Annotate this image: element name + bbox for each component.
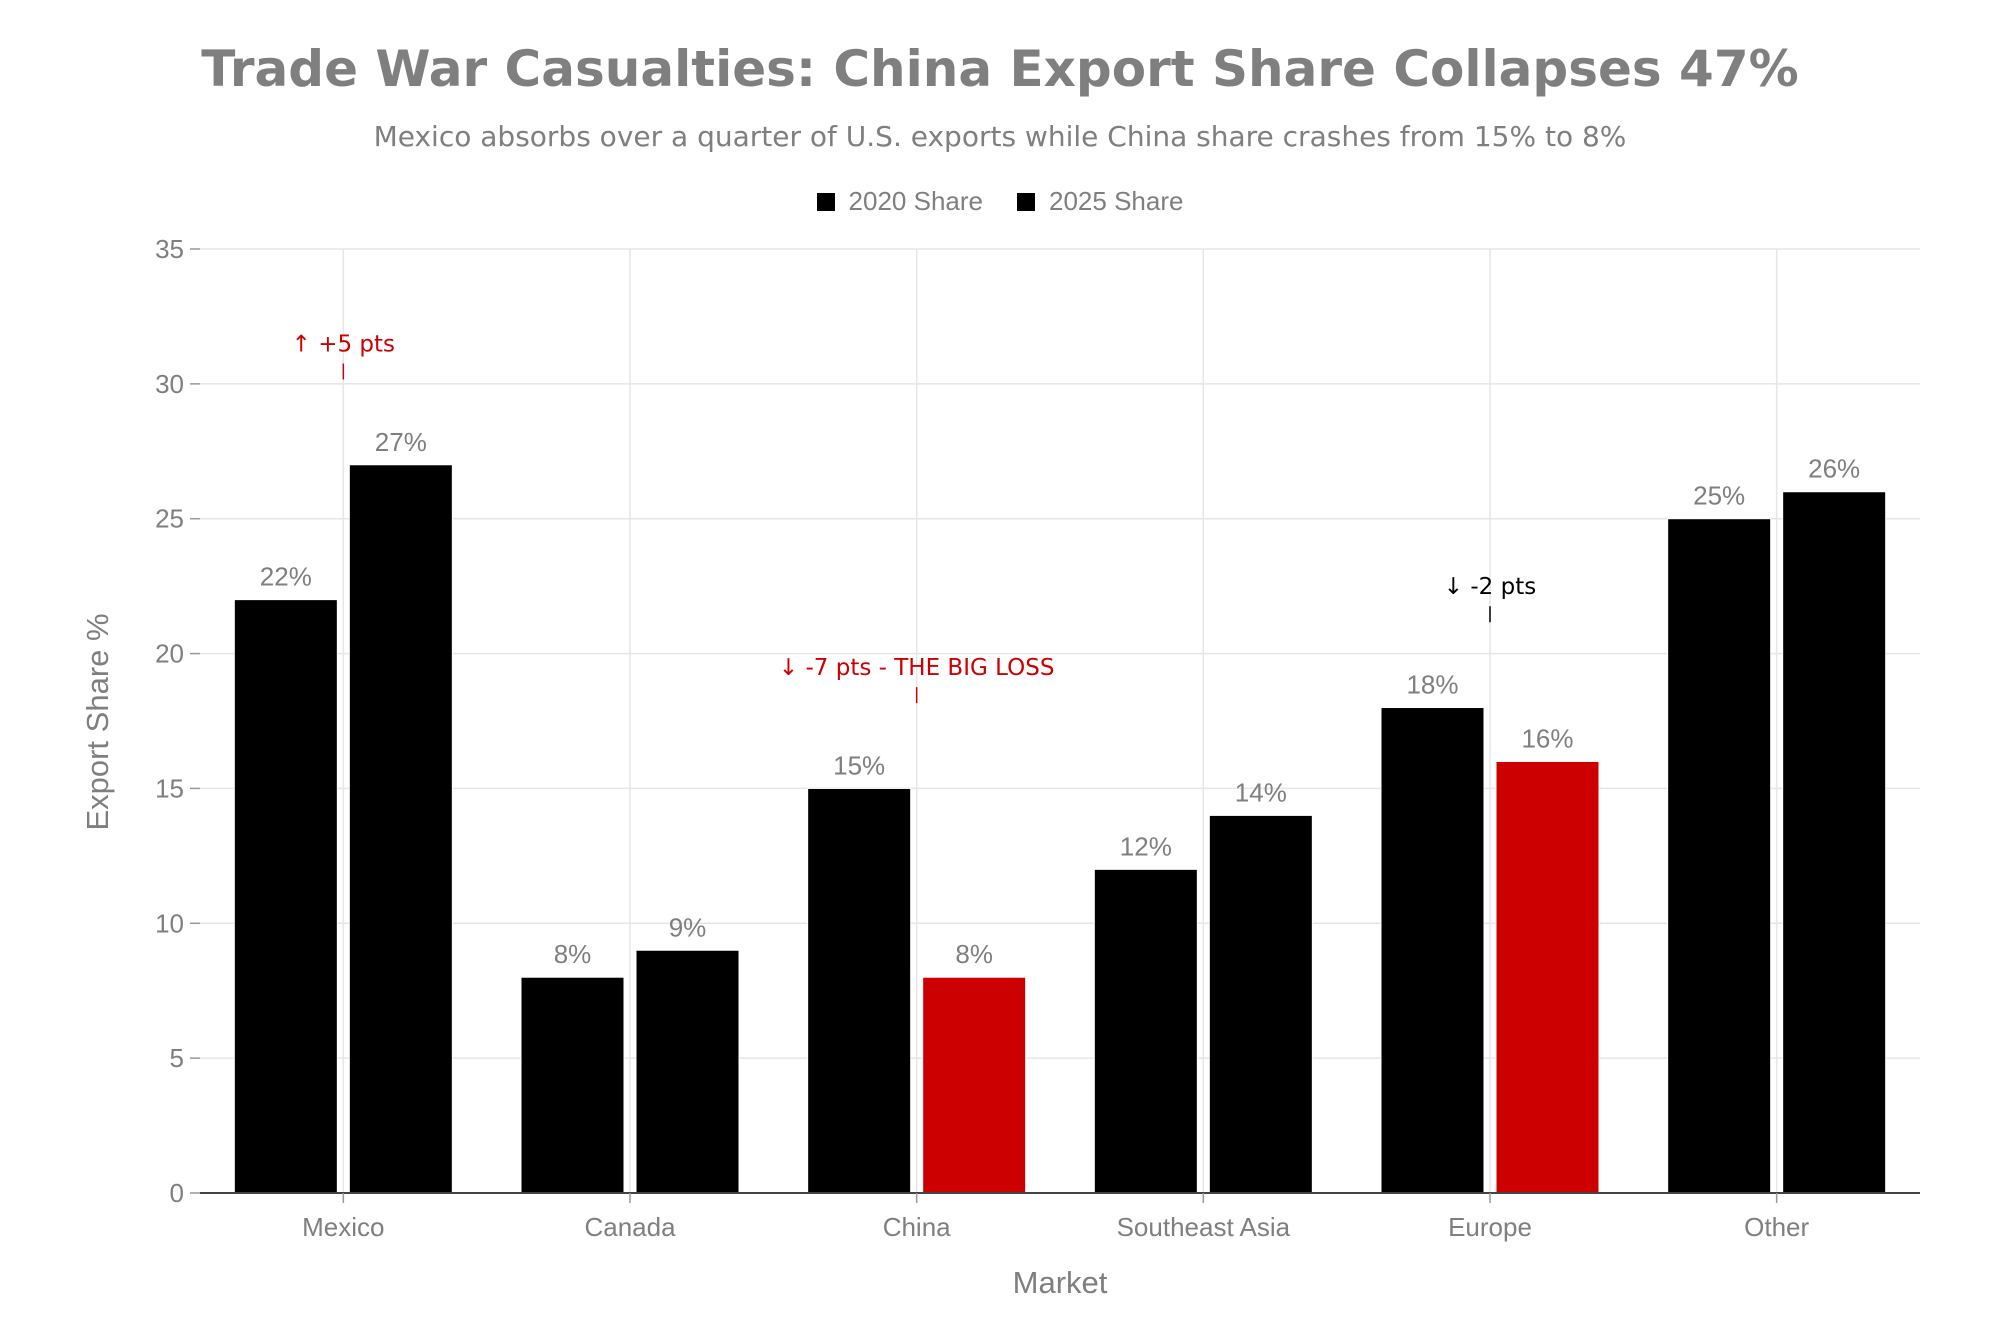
y-tick-label-25: 25 — [155, 504, 184, 534]
bar-europe-2020 — [1380, 707, 1485, 1194]
bar-mexico-2025 — [348, 464, 453, 1194]
grid-lines — [200, 248, 1920, 1193]
y-tick-label-20: 20 — [155, 639, 184, 669]
x-tick-label-canada: Canada — [584, 1212, 676, 1242]
y-tick-label-30: 30 — [155, 369, 184, 399]
bar-china-2025 — [922, 976, 1027, 1194]
data-label-canada-2025: 9% — [669, 912, 707, 942]
y-tick-label-35: 35 — [155, 234, 184, 264]
legend: 2020 Share 2025 Share — [0, 186, 2000, 217]
data-label-china-2020: 15% — [833, 750, 885, 780]
bar-europe-2025 — [1495, 760, 1600, 1194]
bars — [233, 464, 1887, 1194]
bar-southeast-asia-2020 — [1093, 868, 1198, 1194]
bar-other-2025 — [1782, 491, 1887, 1194]
data-label-canada-2020: 8% — [554, 939, 592, 969]
legend-item-2025[interactable]: 2025 Share — [1017, 186, 1183, 217]
data-label-mexico-2025: 27% — [375, 427, 427, 457]
x-tick-label-china: China — [883, 1212, 951, 1242]
annotation-europe: ↓ -2 pts — [1444, 574, 1536, 600]
x-axis-label: Market — [1013, 1265, 1108, 1300]
data-labels: 22% 8% 15% 12% 18% 25% 27% 9% 8% 14% 16% 26% — [260, 427, 1860, 969]
bar-other-2020 — [1667, 518, 1772, 1194]
bar-canada-2025 — [635, 949, 740, 1194]
y-tick-label-15: 15 — [155, 773, 184, 803]
y-tick-label-5: 5 — [170, 1043, 184, 1073]
data-label-southeast-asia-2025: 14% — [1235, 777, 1287, 807]
y-tick-label-10: 10 — [155, 908, 184, 938]
data-label-southeast-asia-2020: 12% — [1120, 831, 1172, 861]
data-label-europe-2025: 16% — [1521, 723, 1573, 753]
x-tick-label-mexico: Mexico — [302, 1212, 384, 1242]
bar-china-2020 — [807, 787, 912, 1194]
chart-title: Trade War Casualties: China Export Share… — [201, 40, 1799, 98]
legend-label-2020: 2020 Share — [848, 186, 983, 216]
legend-item-2020[interactable]: 2020 Share — [816, 186, 983, 217]
annotation-china: ↓ -7 pts - THE BIG LOSS — [779, 655, 1055, 681]
bar-southeast-asia-2025 — [1208, 814, 1313, 1194]
data-label-other-2025: 26% — [1808, 454, 1860, 484]
x-tick-label-europe: Europe — [1448, 1212, 1532, 1242]
bar-mexico-2020 — [233, 599, 338, 1194]
data-label-europe-2020: 18% — [1406, 670, 1458, 700]
y-tick-label-0: 0 — [170, 1178, 184, 1208]
annotations: ↑ +5 pts ↓ -7 pts - THE BIG LOSS ↓ -2 pts — [292, 331, 1536, 704]
x-tick-label-southeast-asia: Southeast Asia — [1117, 1212, 1291, 1242]
axes: 0 5 10 15 20 25 30 35 Mexico Canada China Southeast… — [155, 234, 1920, 1242]
legend-label-2025: 2025 Share — [1049, 186, 1184, 216]
chart-subtitle: Mexico absorbs over a quarter of U.S. ex… — [373, 120, 1627, 153]
data-label-other-2020: 25% — [1693, 481, 1745, 511]
legend-swatch-2020 — [816, 192, 835, 211]
x-tick-label-other: Other — [1744, 1212, 1809, 1242]
legend-swatch-2025 — [1017, 192, 1035, 211]
annotation-mexico: ↑ +5 pts — [292, 331, 395, 357]
data-label-mexico-2020: 22% — [260, 562, 312, 592]
bar-canada-2020 — [520, 976, 625, 1194]
y-axis-label: Export Share % — [80, 613, 115, 830]
data-label-china-2025: 8% — [955, 939, 993, 969]
